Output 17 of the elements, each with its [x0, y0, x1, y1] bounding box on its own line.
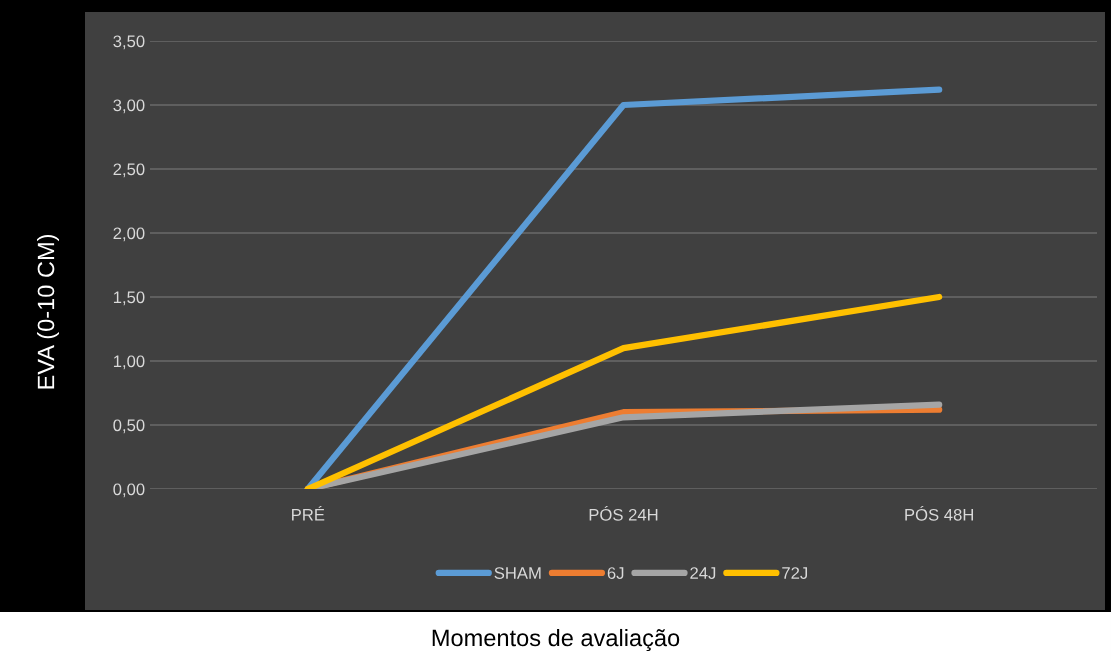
y-tick-label: 3,50	[113, 35, 145, 50]
y-axis-title: EVA (0-10 CM)	[37, 234, 59, 389]
y-tick-label: 2,50	[113, 163, 145, 178]
x-tick-label: PÓS 24H	[589, 506, 658, 521]
legend-label: 72J	[782, 567, 808, 579]
x-axis-title: Momentos de avaliação	[432, 628, 680, 652]
y-tick-label: 3,00	[113, 99, 145, 114]
legend-label: SHAM	[494, 567, 541, 579]
y-tick-label: 0,50	[113, 419, 145, 434]
y-tick-label: 1,00	[113, 355, 145, 370]
x-tick-label: PRÉ	[292, 506, 325, 521]
x-tick-label: PÓS 48H	[905, 506, 974, 521]
legend-label: 24J	[690, 567, 716, 579]
legend-label: 6J	[607, 567, 624, 579]
y-tick-label: 1,50	[113, 291, 145, 306]
y-tick-label: 0,00	[113, 483, 145, 498]
y-tick-label: 2,00	[113, 227, 145, 242]
